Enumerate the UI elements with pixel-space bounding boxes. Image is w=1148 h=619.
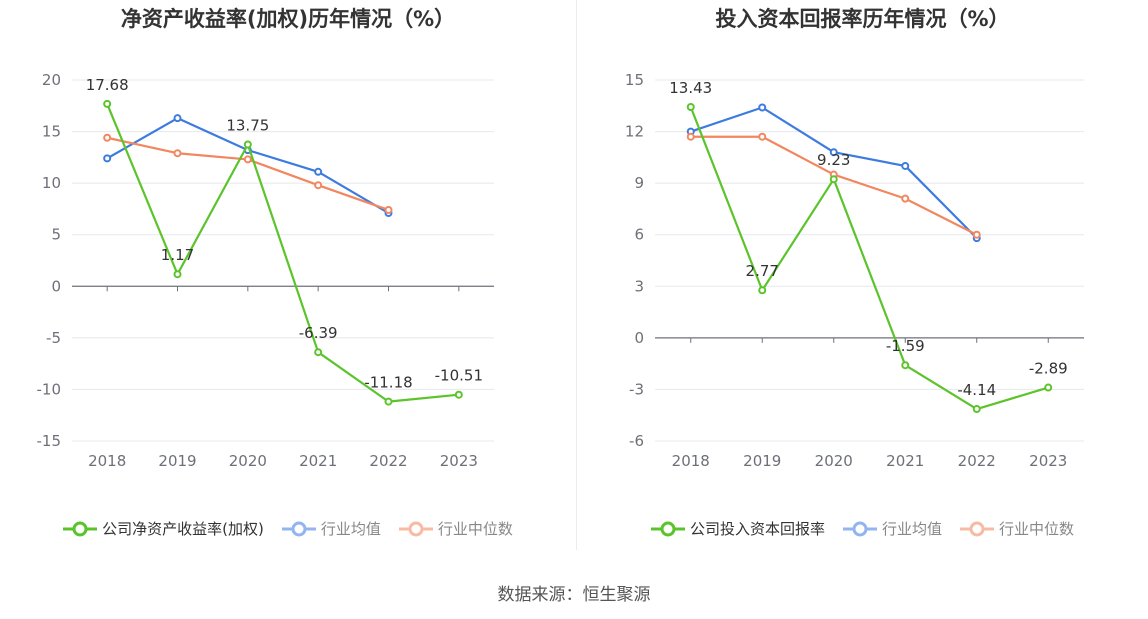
y-tick-label: -15	[37, 432, 62, 450]
x-tick-label: 2022	[369, 452, 407, 470]
data-point	[173, 270, 182, 279]
data-point	[314, 348, 323, 357]
legend-line-marker-icon	[842, 521, 877, 536]
data-label: -6.39	[299, 324, 338, 342]
data-point	[972, 230, 981, 239]
data-point	[758, 286, 767, 295]
data-source-note: 数据来源：恒生聚源	[497, 585, 651, 605]
x-tick-label: 2020	[815, 452, 853, 470]
legend-line-marker-icon	[650, 521, 685, 536]
data-point	[901, 161, 910, 170]
y-tick-label: 9	[634, 174, 644, 192]
data-label: -11.18	[364, 374, 412, 392]
data-point	[314, 167, 323, 176]
x-tick-label: 2023	[440, 452, 478, 470]
data-label: 13.75	[226, 116, 269, 134]
legend-line-marker-icon	[281, 521, 316, 536]
legend-label: 行业中位数	[999, 520, 1075, 538]
data-point	[103, 99, 112, 108]
chart-plot-group: 15 12 9 6 3 0 -3 -6 2018 2019 2020 2021 2022 2023 13.4…	[625, 71, 1084, 470]
data-point	[901, 194, 910, 203]
legend-item-industry-mean[interactable]: 行业均值	[842, 518, 942, 539]
x-tick-label: 2021	[886, 452, 924, 470]
panel-divider	[576, 0, 577, 550]
data-point	[103, 154, 112, 163]
x-tick-label: 2023	[1029, 452, 1067, 470]
y-tick-label: 10	[42, 174, 61, 192]
data-point	[243, 140, 252, 149]
y-tick-label: 6	[634, 226, 644, 244]
legend-item-company-roic[interactable]: 公司投入资本回报率	[650, 518, 825, 539]
y-tick-label: 3	[634, 277, 644, 295]
data-point	[972, 405, 981, 414]
roic-legend: 公司投入资本回报率 行业均值 行业中位数	[577, 518, 1148, 539]
y-tick-label: 20	[42, 71, 61, 89]
y-tick-label: 5	[51, 226, 61, 244]
legend-item-industry-median[interactable]: 行业中位数	[398, 518, 513, 539]
data-point	[1044, 383, 1053, 392]
legend-line-marker-icon	[960, 521, 994, 536]
y-tick-label: -5	[46, 329, 61, 347]
legend-item-company-roe[interactable]: 公司净资产收益率(加权)	[63, 518, 264, 539]
series-line	[106, 103, 459, 403]
roe-chart-panel: 净资产收益率(加权)历年情况（%） 20 15 10 5 0 -5 -10 -15 2018 20…	[0, 0, 576, 560]
data-label: 9.23	[817, 151, 850, 169]
data-point	[384, 205, 393, 214]
data-point	[384, 397, 393, 406]
y-tick-label: 0	[634, 329, 644, 347]
roe-chart-title: 净资产收益率(加权)历年情况（%）	[120, 7, 456, 31]
data-label: 13.43	[669, 79, 712, 97]
data-point	[103, 133, 112, 142]
y-tick-label: 15	[625, 71, 644, 89]
data-point	[758, 103, 767, 112]
legend-item-industry-median[interactable]: 行业中位数	[960, 518, 1074, 539]
y-tick-label: 0	[51, 277, 61, 295]
series-line	[689, 106, 1049, 411]
roe-line-chart: 20 15 10 5 0 -5 -10 -15 2018 2019 2020 2021 2022 2023…	[37, 71, 494, 470]
legend-label: 公司投入资本回报率	[689, 520, 825, 538]
data-point	[901, 361, 910, 370]
data-label: -1.59	[886, 337, 925, 355]
legend-label: 行业均值	[881, 520, 942, 538]
legend-line-marker-icon	[398, 521, 433, 536]
y-tick-label: -6	[629, 432, 644, 450]
legend-label: 行业均值	[320, 520, 381, 538]
data-point	[173, 114, 182, 123]
data-label: -4.14	[957, 381, 996, 399]
data-point	[454, 390, 463, 399]
data-label: -10.51	[435, 367, 483, 385]
y-tick-label: -10	[37, 380, 62, 398]
data-point	[829, 148, 838, 157]
y-tick-label: -3	[629, 380, 644, 398]
data-label: -2.89	[1029, 360, 1068, 378]
x-tick-label: 2021	[299, 452, 337, 470]
data-label: 2.77	[746, 262, 779, 280]
data-label: 1.17	[161, 246, 194, 264]
legend-label: 行业中位数	[437, 520, 513, 538]
data-point	[686, 102, 695, 111]
roic-chart-title: 投入资本回报率历年情况（%）	[715, 7, 1010, 31]
data-label: 17.68	[86, 76, 129, 94]
x-tick-label: 2018	[88, 452, 126, 470]
legend-item-industry-mean[interactable]: 行业均值	[281, 518, 381, 539]
x-tick-label: 2019	[743, 452, 781, 470]
x-tick-label: 2020	[229, 452, 267, 470]
x-tick-label: 2022	[958, 452, 996, 470]
roic-chart-panel: 投入资本回报率历年情况（%） 15 12 9 6 3 0 -3 -6 2018 2019 2020 2…	[577, 0, 1148, 560]
data-point	[829, 175, 838, 184]
x-tick-label: 2019	[158, 452, 196, 470]
roe-legend: 公司净资产收益率(加权) 行业均值 行业中位数	[0, 518, 576, 539]
legend-line-marker-icon	[63, 521, 98, 536]
data-point	[243, 155, 252, 164]
data-point	[314, 181, 323, 190]
legend-label: 公司净资产收益率(加权)	[102, 520, 264, 538]
data-point	[173, 149, 182, 158]
x-tick-label: 2018	[672, 452, 710, 470]
y-tick-label: 15	[42, 123, 61, 141]
chart-plot-group: 20 15 10 5 0 -5 -10 -15 2018 2019 2020 2021 2022 2023…	[37, 71, 494, 470]
data-point	[758, 132, 767, 141]
y-tick-label: 12	[625, 123, 644, 141]
data-point	[686, 132, 695, 141]
roic-line-chart: 15 12 9 6 3 0 -3 -6 2018 2019 2020 2021 2022 2023 13.4…	[625, 71, 1084, 470]
